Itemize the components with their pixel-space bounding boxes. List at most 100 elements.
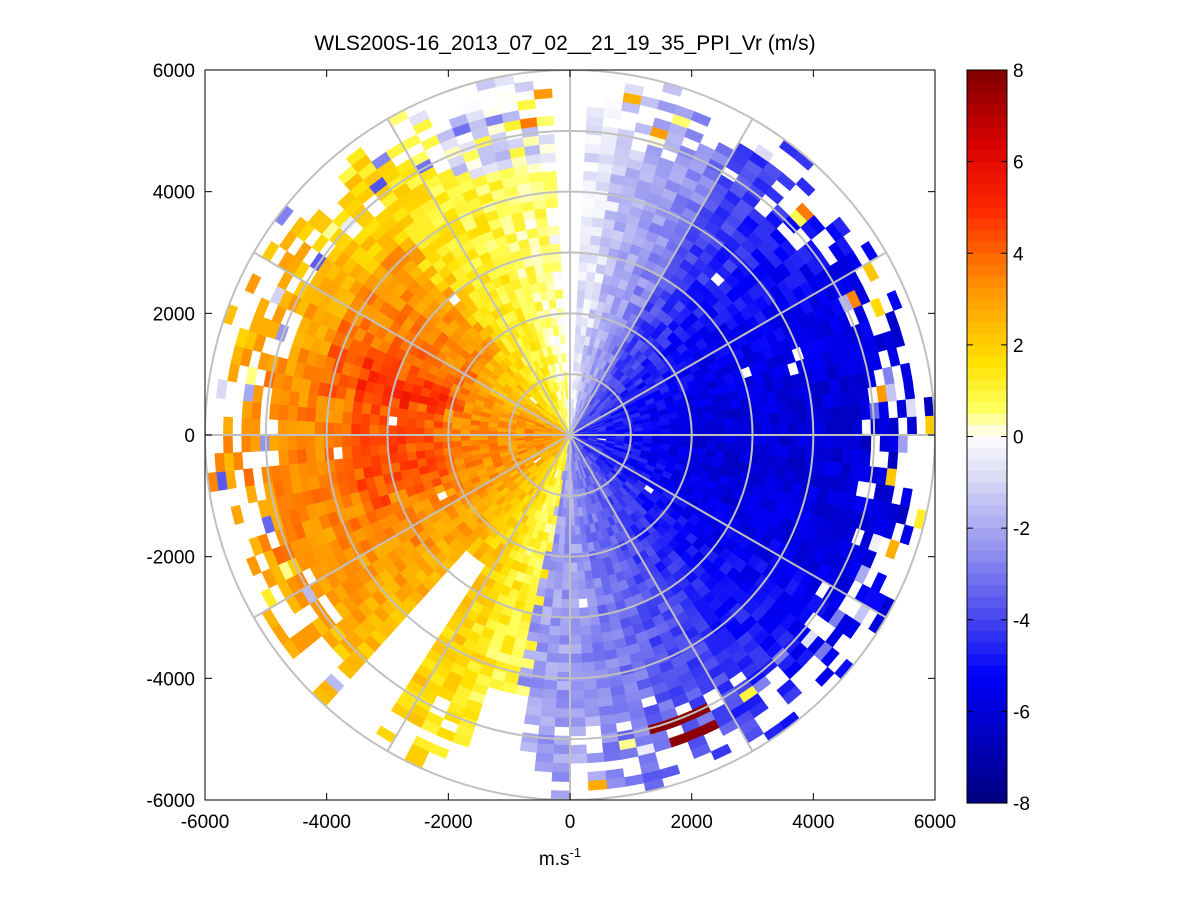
velocity-cell <box>733 434 744 445</box>
velocity-cell <box>584 152 600 163</box>
velocity-cell <box>594 586 605 598</box>
velocity-cell <box>423 441 435 451</box>
velocity-cell <box>369 434 379 446</box>
velocity-cell <box>814 408 826 423</box>
velocity-cell <box>556 680 571 691</box>
velocity-cell <box>788 434 799 448</box>
velocity-cell <box>824 420 835 436</box>
velocity-cell <box>287 405 298 421</box>
velocity-cell <box>668 417 680 425</box>
velocity-cell <box>535 752 554 764</box>
velocity-cell <box>897 434 908 453</box>
velocity-cell <box>768 455 779 469</box>
velocity-cell <box>824 434 835 450</box>
velocity-cell <box>241 434 252 453</box>
velocity-cell <box>587 779 608 791</box>
velocity-cell <box>586 106 605 118</box>
velocity-cell <box>559 616 571 627</box>
colorbar-step <box>967 780 1007 793</box>
colorbar-step <box>967 608 1007 621</box>
velocity-cell <box>687 440 698 449</box>
velocity-cell <box>852 434 863 451</box>
velocity-cell <box>254 297 271 318</box>
velocity-cell <box>519 741 538 753</box>
velocity-cell <box>651 425 662 431</box>
colorbar-step <box>967 516 1007 529</box>
velocity-cell <box>555 689 571 700</box>
velocity-cell <box>415 450 427 460</box>
velocity-cell <box>582 679 597 691</box>
velocity-cell <box>842 405 853 421</box>
colorbar-step <box>967 92 1007 105</box>
velocity-cell <box>583 170 598 182</box>
colorbar-tick-label: 6 <box>1013 153 1024 174</box>
velocity-cell <box>548 625 561 636</box>
velocity-cell <box>768 401 779 415</box>
velocity-cell <box>432 427 443 436</box>
velocity-cell <box>345 146 367 166</box>
velocity-cell <box>569 607 580 618</box>
velocity-cell <box>788 422 799 436</box>
colorbar-step <box>967 81 1007 94</box>
velocity-cell <box>704 411 716 421</box>
velocity-cell <box>721 400 733 411</box>
velocity-cell <box>563 553 571 564</box>
velocity-cell <box>369 424 379 436</box>
velocity-cell <box>545 206 559 218</box>
velocity-cell <box>706 427 717 436</box>
velocity-cell <box>524 714 541 726</box>
velocity-cell <box>569 726 587 737</box>
colorbar-step <box>967 161 1007 174</box>
velocity-cell <box>543 188 558 200</box>
velocity-cell <box>332 409 344 424</box>
velocity-cell <box>713 410 725 420</box>
velocity-cell <box>797 434 808 448</box>
y-axis: 6000 4000 2000 0 -2000 -4000 -6000 <box>146 61 935 812</box>
velocity-cell <box>805 447 817 462</box>
velocity-cell <box>580 225 593 236</box>
velocity-cell <box>246 555 262 577</box>
colorbar-step <box>967 734 1007 747</box>
velocity-cell <box>787 446 799 460</box>
velocity-cell <box>577 579 587 591</box>
velocity-cell <box>603 750 622 762</box>
velocity-cell <box>786 399 798 413</box>
velocity-cell <box>569 635 582 646</box>
velocity-cell <box>514 80 535 93</box>
velocity-cell <box>342 457 354 471</box>
azimuth-spoke <box>386 118 571 436</box>
velocity-cell <box>586 262 598 274</box>
colorbar-step <box>967 757 1007 770</box>
velocity-cell <box>314 421 325 436</box>
velocity-cell <box>323 447 335 462</box>
velocity-cell <box>544 197 559 209</box>
velocity-cell <box>731 407 743 419</box>
velocity-cell <box>553 735 571 746</box>
velocity-cell <box>378 424 389 436</box>
velocity-cell <box>842 618 862 640</box>
velocity-cell <box>569 680 584 691</box>
velocity-cell <box>660 424 671 431</box>
velocity-cell <box>554 570 564 582</box>
velocity-cell <box>537 734 555 746</box>
velocity-cell <box>860 450 871 467</box>
velocity-cell <box>268 434 279 452</box>
velocity-cell <box>715 434 726 444</box>
velocity-cell <box>341 422 352 436</box>
velocity-cell <box>591 216 605 228</box>
velocity-cell <box>590 633 604 644</box>
velocity-cell <box>552 762 571 773</box>
velocity-cell <box>553 744 571 755</box>
velocity-cell <box>589 235 602 246</box>
velocity-cell <box>544 587 555 599</box>
velocity-cell <box>534 651 548 663</box>
colorbar-step <box>967 299 1007 312</box>
y-tick-label: 0 <box>184 426 195 447</box>
colorbar-step <box>967 791 1007 804</box>
velocity-cell <box>360 412 371 425</box>
velocity-cell <box>250 434 261 452</box>
velocity-cell <box>714 442 726 452</box>
velocity-cell <box>305 407 317 422</box>
velocity-cell <box>581 206 595 218</box>
colorbar-step <box>967 367 1007 380</box>
